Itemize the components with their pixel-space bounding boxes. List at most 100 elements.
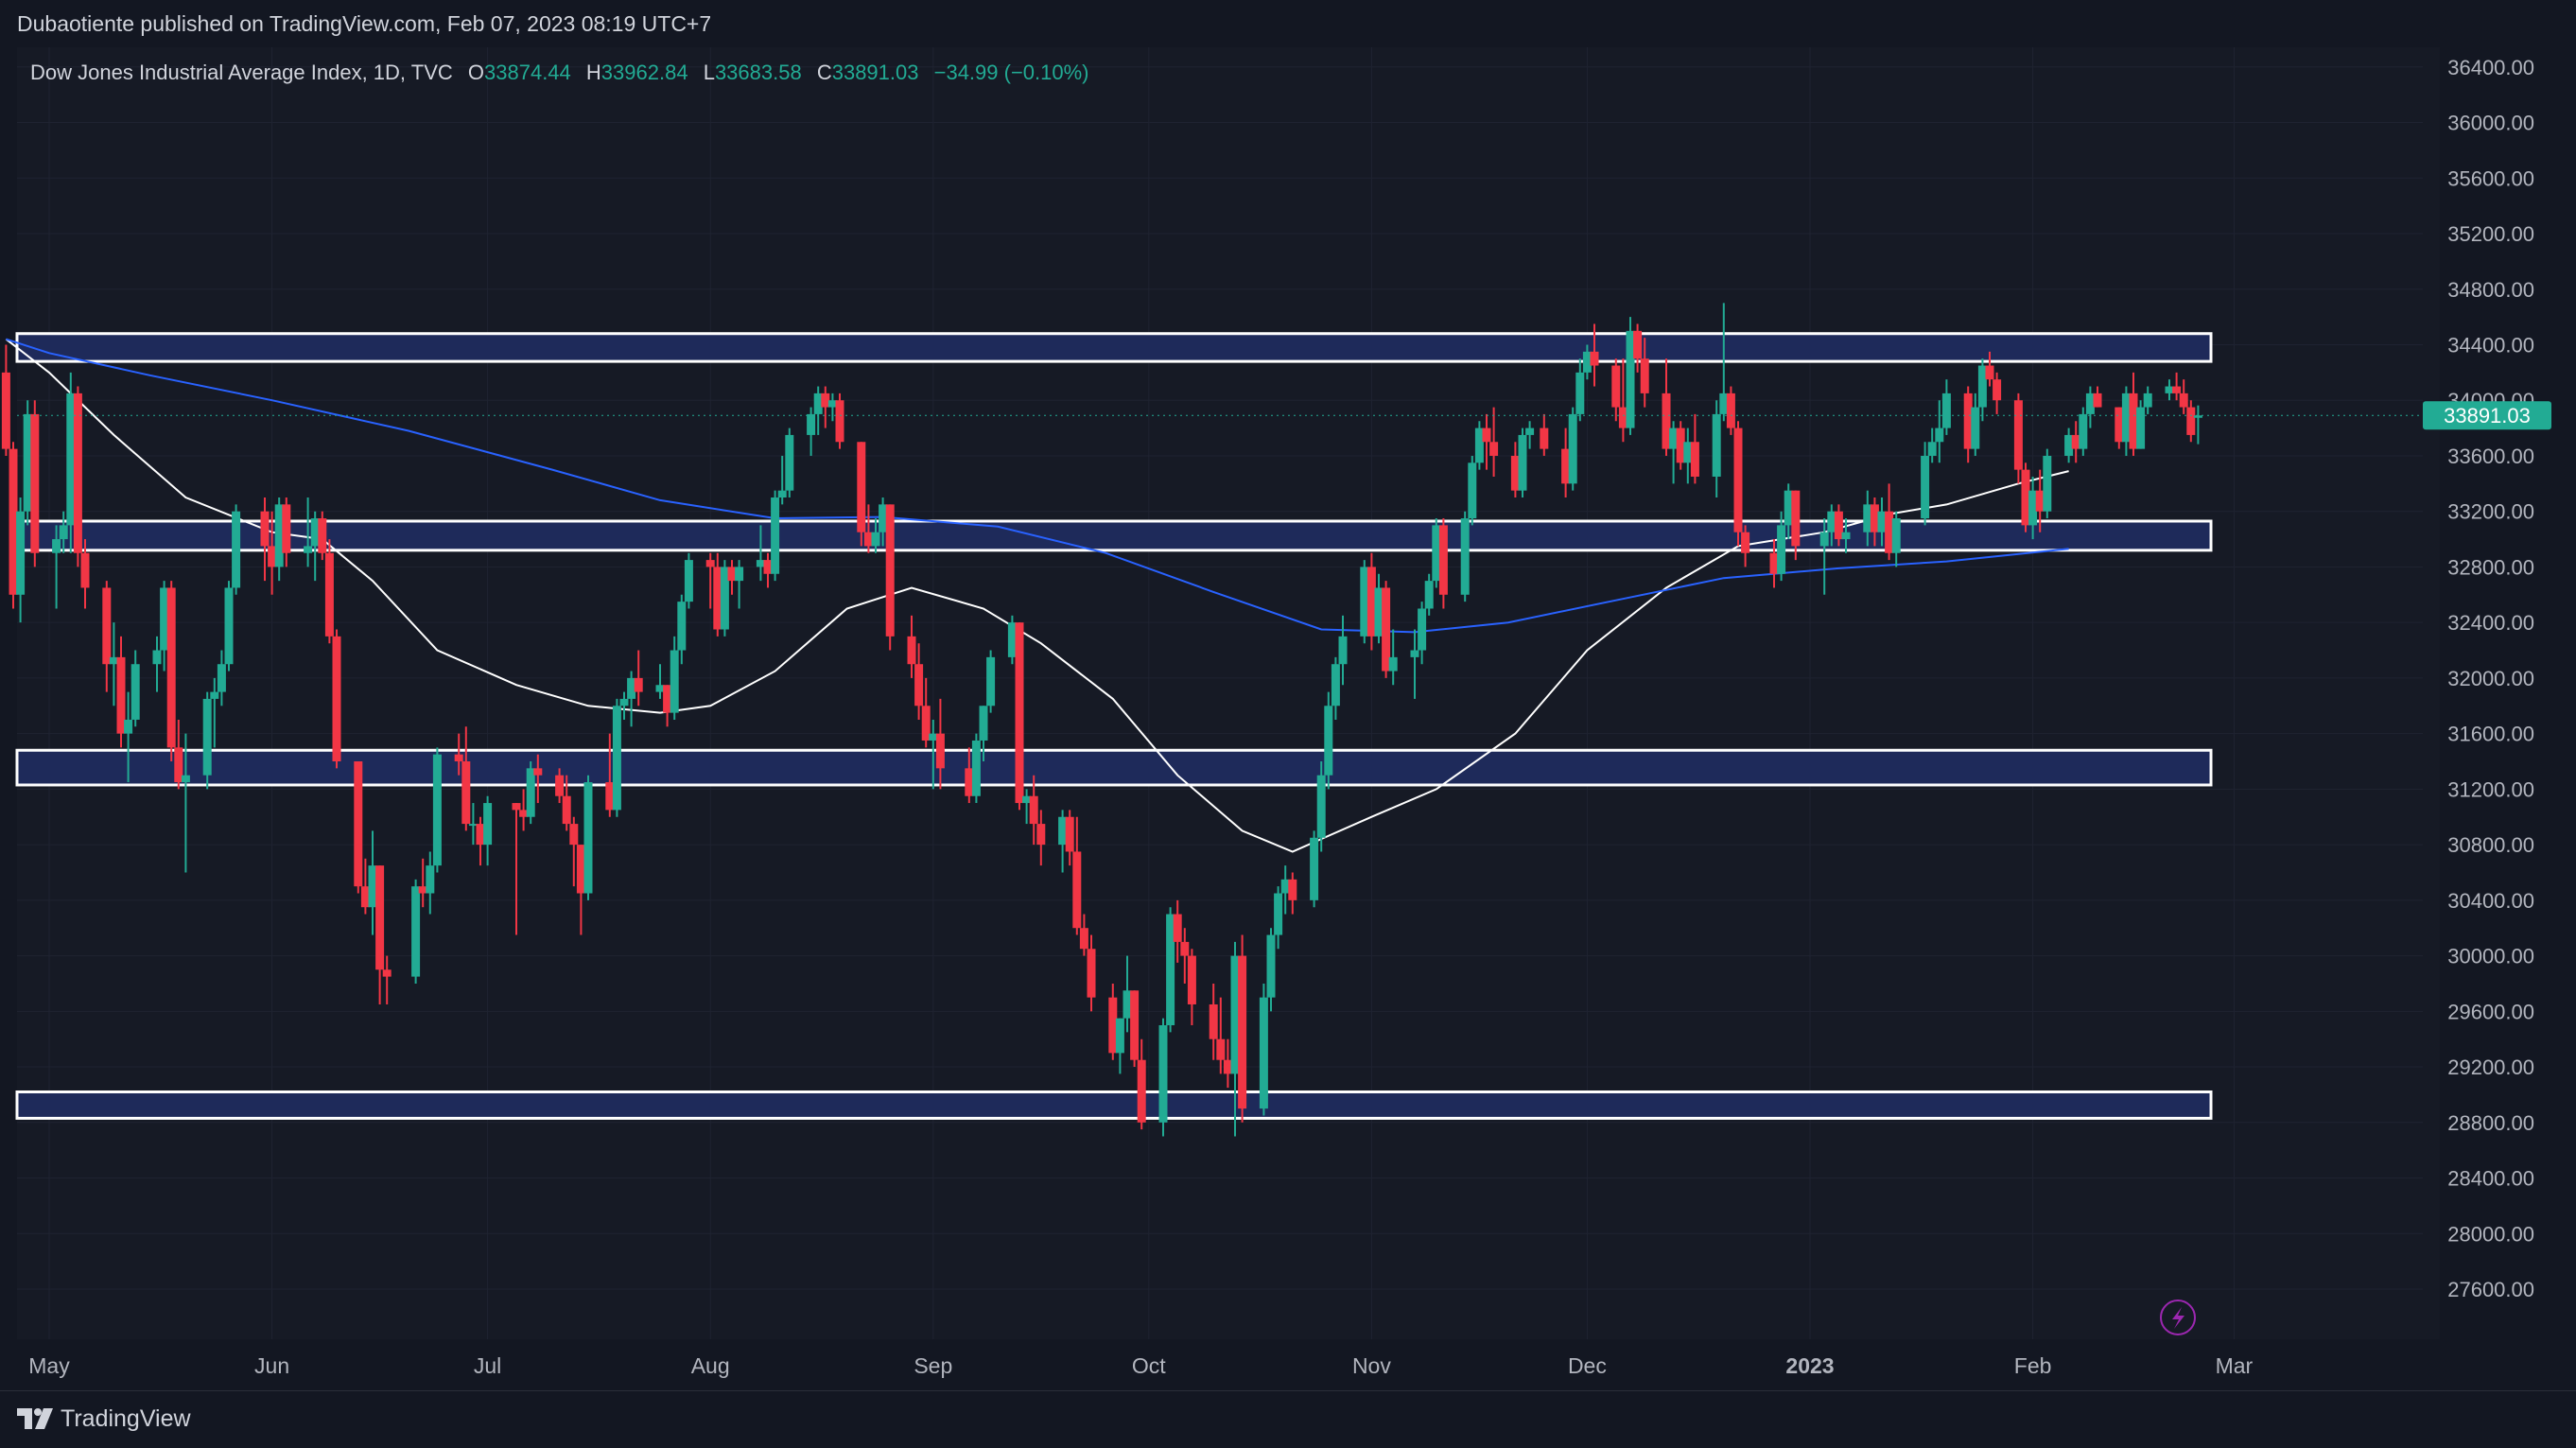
candle-down bbox=[863, 532, 873, 547]
price-tick-label: 36000.00 bbox=[2447, 112, 2534, 135]
candle-up bbox=[131, 664, 140, 720]
candle-down bbox=[1382, 587, 1391, 672]
candle-up bbox=[1331, 664, 1340, 707]
candle-up bbox=[813, 393, 823, 414]
price-tick-label: 31200.00 bbox=[2447, 777, 2534, 801]
candle-down bbox=[1590, 351, 1599, 366]
time-axis-label: Oct bbox=[1132, 1353, 1166, 1378]
candle-down bbox=[30, 413, 40, 553]
candle-up bbox=[1410, 650, 1419, 657]
candle-down bbox=[375, 865, 385, 970]
candle-down bbox=[1726, 393, 1735, 428]
price-tick-label: 35600.00 bbox=[2447, 166, 2534, 190]
candle-up bbox=[1784, 490, 1793, 526]
candle-up bbox=[310, 518, 320, 547]
lightning-icon bbox=[2172, 1307, 2184, 1329]
candle-up bbox=[619, 698, 629, 707]
candle-down bbox=[1741, 532, 1750, 553]
candle-down bbox=[354, 761, 363, 887]
candle-up bbox=[1374, 587, 1384, 637]
candle-down bbox=[857, 442, 866, 532]
candle-up bbox=[52, 539, 61, 553]
candle-down bbox=[555, 775, 565, 796]
candle-down bbox=[2093, 393, 2102, 408]
candle-down bbox=[519, 810, 529, 817]
lightning-circle-icon bbox=[2160, 1300, 2196, 1335]
candle-up bbox=[411, 886, 421, 977]
candle-up bbox=[1274, 893, 1283, 935]
candle-up bbox=[1468, 462, 1477, 519]
candle-down bbox=[1216, 1038, 1226, 1060]
candle-down bbox=[360, 886, 370, 908]
candle-down bbox=[2129, 393, 2138, 449]
change-value: −34.99 (−0.10%) bbox=[933, 61, 1089, 84]
candle-up bbox=[2064, 434, 2074, 456]
candle-up bbox=[1935, 427, 1944, 443]
tradingview-logo[interactable]: TradingView bbox=[17, 1404, 191, 1434]
candle-down bbox=[166, 587, 176, 748]
candle-down bbox=[1173, 914, 1182, 942]
close-label: C bbox=[816, 61, 832, 84]
candle-up bbox=[627, 677, 636, 699]
support-resistance-zone bbox=[15, 748, 2213, 787]
candle-down bbox=[885, 504, 895, 637]
candle-down bbox=[576, 845, 585, 894]
candle-down bbox=[569, 824, 579, 846]
time-axis-label: Jun bbox=[254, 1353, 289, 1378]
candle-up bbox=[1230, 955, 1240, 1074]
price-tick-label: 36400.00 bbox=[2447, 56, 2534, 79]
candle-down bbox=[965, 768, 974, 796]
last-price-label: 33891.03 bbox=[2444, 404, 2531, 427]
candle-up bbox=[202, 698, 212, 776]
support-resistance-zone bbox=[15, 332, 2213, 363]
candle-down bbox=[332, 636, 341, 762]
candle-up bbox=[2085, 393, 2095, 414]
candle-up bbox=[1568, 413, 1577, 484]
candle-up bbox=[583, 782, 593, 894]
price-tick-label: 30400.00 bbox=[2447, 889, 2534, 913]
candle-up bbox=[23, 413, 32, 512]
symbol-label[interactable]: Dow Jones Industrial Average Index, 1D, … bbox=[30, 61, 453, 84]
candle-down bbox=[1087, 949, 1096, 998]
candle-down bbox=[1633, 330, 1643, 359]
candle-down bbox=[1079, 928, 1088, 950]
tradingview-brand: TradingView bbox=[61, 1404, 191, 1432]
candle-up bbox=[1460, 518, 1470, 595]
high-value: 33962.84 bbox=[600, 61, 688, 84]
candle-down bbox=[260, 511, 270, 547]
candle-up bbox=[1525, 427, 1535, 435]
candle-down bbox=[1834, 511, 1843, 540]
candle-up bbox=[986, 656, 996, 707]
candle-down bbox=[1209, 1003, 1218, 1039]
candle-up bbox=[1324, 706, 1333, 776]
price-tick-label: 30800.00 bbox=[2447, 833, 2534, 857]
candle-up bbox=[2136, 407, 2146, 449]
chart-pane[interactable] bbox=[17, 47, 2440, 1339]
candle-up bbox=[655, 685, 665, 692]
candle-down bbox=[713, 567, 722, 630]
candle-up bbox=[16, 511, 26, 595]
candle-up bbox=[1582, 351, 1592, 373]
candle-down bbox=[1993, 379, 2002, 401]
candle-up bbox=[1819, 532, 1829, 547]
price-tick-label: 28800.00 bbox=[2447, 1111, 2534, 1135]
price-tick-label: 33600.00 bbox=[2447, 445, 2534, 468]
candle-up bbox=[2193, 415, 2202, 418]
price-tick-label: 32400.00 bbox=[2447, 611, 2534, 635]
candle-up bbox=[1418, 608, 1427, 651]
candle-down bbox=[1540, 427, 1549, 449]
candle-down bbox=[1366, 567, 1376, 637]
candle-up bbox=[2165, 386, 2174, 393]
candle-down bbox=[1036, 824, 1046, 846]
price-tick-label: 29200.00 bbox=[2447, 1055, 2534, 1079]
candle-down bbox=[268, 546, 277, 567]
candle-down bbox=[1065, 816, 1074, 852]
candle-up bbox=[971, 740, 981, 796]
candle-up bbox=[1424, 581, 1434, 609]
price-chart[interactable]: 36400.00 36000.00 35600.00 35200.00 34800.00… bbox=[0, 0, 2576, 1390]
candle-down bbox=[1015, 622, 1024, 804]
candle-down bbox=[1438, 525, 1448, 595]
candle-down bbox=[1618, 407, 1627, 428]
price-tick-label: 33200.00 bbox=[2447, 500, 2534, 524]
